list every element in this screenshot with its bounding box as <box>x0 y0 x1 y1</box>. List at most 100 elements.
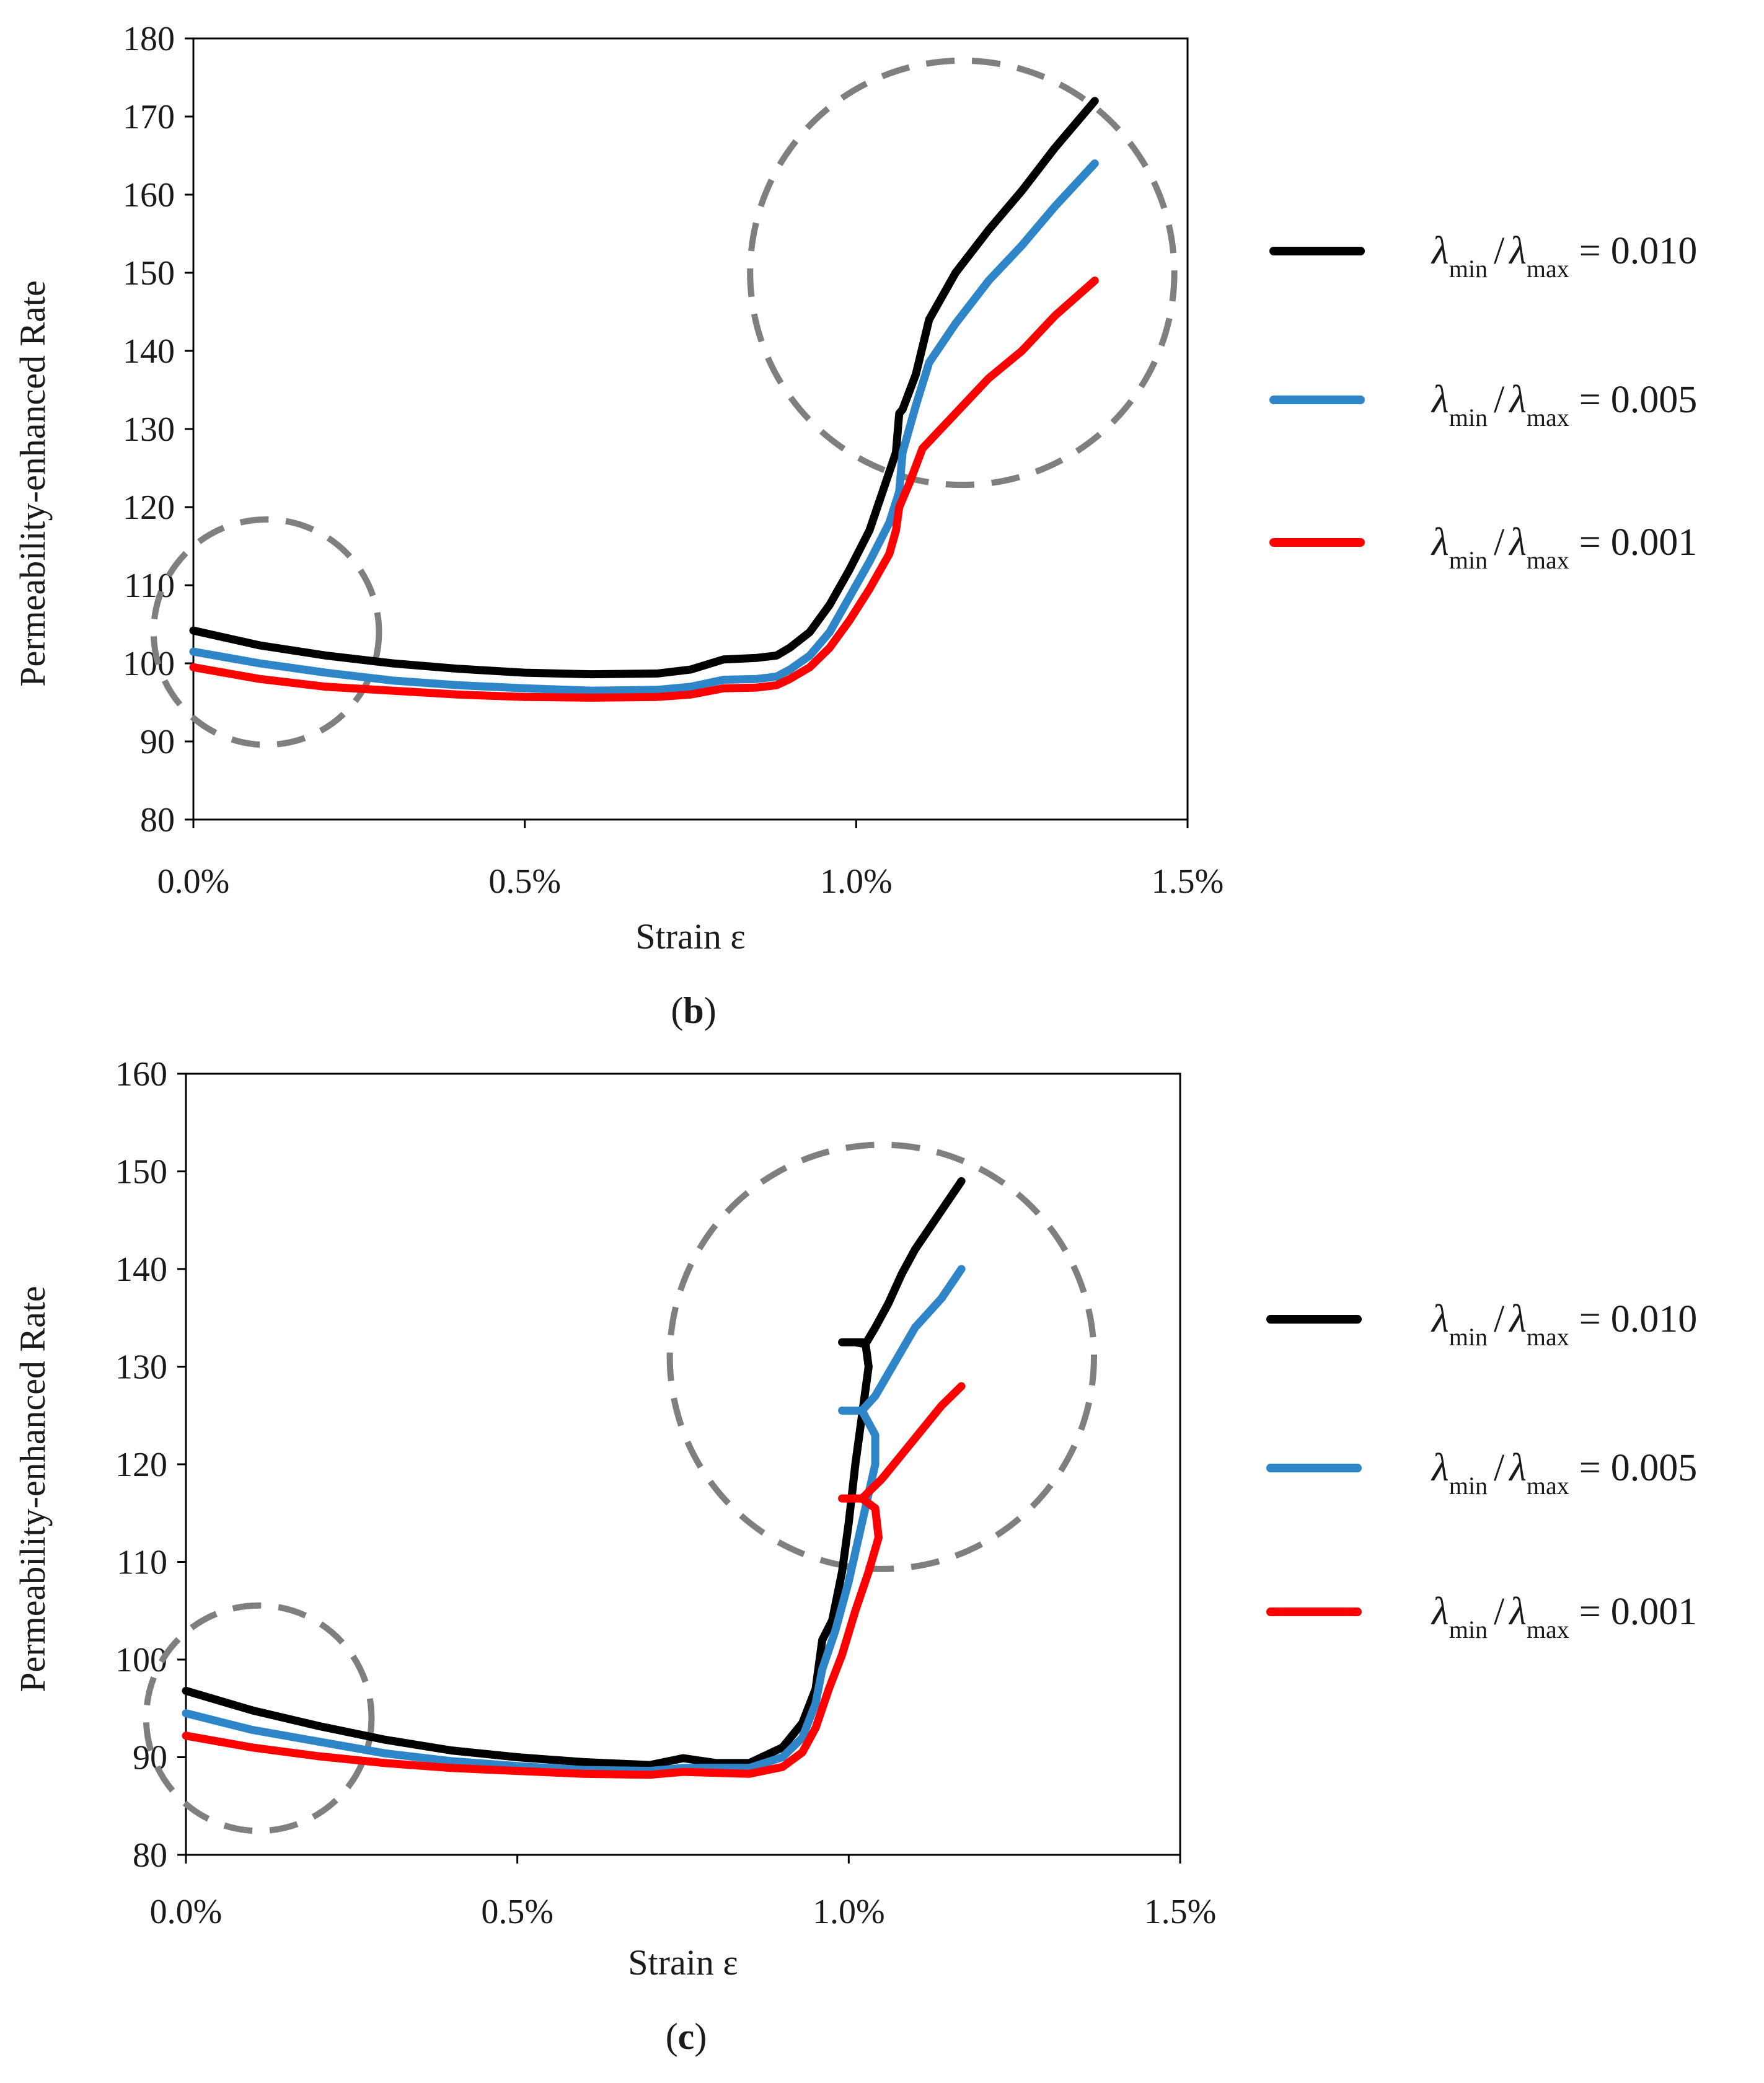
legend-ratio-value: 0.005 <box>1611 1447 1698 1489</box>
legend-subscript-max: max <box>1527 404 1569 431</box>
legend-equals: = <box>1579 1591 1601 1633</box>
y-tick-label: 120 <box>123 489 175 527</box>
legend-ratio-value: 0.010 <box>1611 1298 1698 1340</box>
y-tick-label: 110 <box>117 1544 167 1582</box>
legend-lambda: λ <box>1508 377 1527 421</box>
series-line-0-005 <box>182 1265 966 1776</box>
series-line-0-001 <box>182 1382 966 1779</box>
series-line-0-010 <box>189 97 1099 679</box>
legend-entry-label: λmin / λmax = 0.001 <box>1431 520 1697 574</box>
legend-lambda: λ <box>1431 228 1449 272</box>
legend-entry-label: λmin / λmax = 0.010 <box>1431 228 1697 283</box>
y-tick-label: 90 <box>140 723 175 761</box>
legend-lambda: λ <box>1431 377 1449 421</box>
y-tick-label: 100 <box>123 645 175 683</box>
y-tick-label: 150 <box>115 1153 167 1192</box>
plot-area-frame <box>185 1072 1181 1856</box>
y-tick-label: 140 <box>115 1250 167 1289</box>
legend-lambda: λ <box>1431 1296 1449 1340</box>
highlight-circle-failure <box>666 1141 1097 1572</box>
y-axis-title: Permeability-enhanced Rate <box>12 280 53 686</box>
chart-panel-b: 80 90 100 110 120 130 140 150 160 170 180 0.0% 0.5% 1… <box>12 20 1697 1031</box>
panel-label-letter: b <box>683 990 703 1031</box>
y-tick-label: 110 <box>124 567 175 605</box>
legend-subscript-max: max <box>1527 1472 1569 1500</box>
y-tick-label: 160 <box>115 1055 167 1094</box>
legend-lambda: λ <box>1508 520 1527 564</box>
panel-label-close-paren: ) <box>694 2016 707 2057</box>
legend-slash: / <box>1494 1298 1505 1340</box>
legend-lambda: λ <box>1431 520 1449 564</box>
legend-slash: / <box>1494 1447 1505 1489</box>
legend-entry-label: λmin / λmax = 0.010 <box>1431 1296 1697 1351</box>
legend-subscript-max: max <box>1527 1323 1569 1351</box>
legend-lambda: λ <box>1508 228 1527 272</box>
y-tick-label: 80 <box>133 1836 167 1875</box>
legend-subscript-min: min <box>1449 404 1488 431</box>
y-axis-title: Permeability-enhanced Rate <box>12 1286 53 1692</box>
x-tick-label: 0.5% <box>481 1893 553 1931</box>
y-tick-label: 160 <box>123 176 175 214</box>
x-tick-label: 1.0% <box>820 862 893 901</box>
panel-label-letter: c <box>678 2016 695 2057</box>
legend-entry-label: λmin / λmax = 0.005 <box>1431 1445 1697 1500</box>
legend-subscript-min: min <box>1449 1323 1488 1351</box>
y-tick-label: 140 <box>123 332 175 371</box>
highlight-circle-initial <box>143 1602 375 1834</box>
x-tick-label: 1.5% <box>1152 862 1224 901</box>
legend-subscript-min: min <box>1449 1472 1488 1500</box>
legend-equals: = <box>1579 521 1601 564</box>
legend-entry-label: λmin / λmax = 0.001 <box>1431 1589 1697 1643</box>
y-tick-label: 170 <box>123 98 175 136</box>
y-tick-label: 180 <box>123 20 175 58</box>
y-tick-label: 120 <box>115 1446 167 1484</box>
legend-lambda: λ <box>1431 1445 1449 1489</box>
x-tick-label: 1.5% <box>1144 1893 1217 1931</box>
panel-label-close-paren: ) <box>704 990 717 1031</box>
legend-entry-label: λmin / λmax = 0.005 <box>1431 377 1697 431</box>
panel-label: (b) <box>671 990 716 1031</box>
y-tick-label: 130 <box>115 1348 167 1387</box>
x-tick-label: 1.0% <box>813 1893 885 1931</box>
series-line-0-010 <box>182 1177 966 1769</box>
legend-subscript-min: min <box>1449 546 1488 574</box>
panel-label-open-paren: ( <box>671 990 683 1031</box>
legend-equals: = <box>1579 1298 1601 1340</box>
panel-label: (c) <box>666 2016 707 2057</box>
x-axis-title: Strain ε <box>635 916 745 957</box>
legend-subscript-min: min <box>1449 1616 1488 1643</box>
legend-ratio-value: 0.010 <box>1611 230 1698 272</box>
y-tick-label: 150 <box>123 254 175 293</box>
legend-lambda: λ <box>1508 1589 1527 1633</box>
legend-slash: / <box>1494 1591 1505 1633</box>
legend-lambda: λ <box>1431 1589 1449 1633</box>
legend-subscript-max: max <box>1527 255 1569 283</box>
legend-lambda: λ <box>1508 1296 1527 1340</box>
legend-subscript-max: max <box>1527 1616 1569 1643</box>
highlight-circle-failure <box>747 57 1178 489</box>
legend-slash: / <box>1494 521 1505 564</box>
legend-subscript-min: min <box>1449 255 1488 283</box>
x-tick-label: 0.0% <box>150 1893 223 1931</box>
legend-ratio-value: 0.001 <box>1611 1591 1698 1633</box>
y-tick-label: 80 <box>140 801 175 839</box>
legend-slash: / <box>1494 230 1505 272</box>
legend-ratio-value: 0.005 <box>1611 379 1698 421</box>
series-line-0-005 <box>189 159 1099 695</box>
series-line-0-001 <box>189 276 1099 702</box>
legend-lambda: λ <box>1508 1445 1527 1489</box>
legend-equals: = <box>1579 379 1601 421</box>
legend-slash: / <box>1494 379 1505 421</box>
panel-label-open-paren: ( <box>666 2016 678 2057</box>
legend-ratio-value: 0.001 <box>1611 521 1698 564</box>
legend-equals: = <box>1579 230 1601 272</box>
legend-subscript-max: max <box>1527 546 1569 574</box>
y-tick-label: 130 <box>123 410 175 449</box>
highlight-circle-initial <box>150 516 382 748</box>
plot-area-frame <box>192 37 1189 821</box>
x-tick-label: 0.5% <box>488 862 561 901</box>
